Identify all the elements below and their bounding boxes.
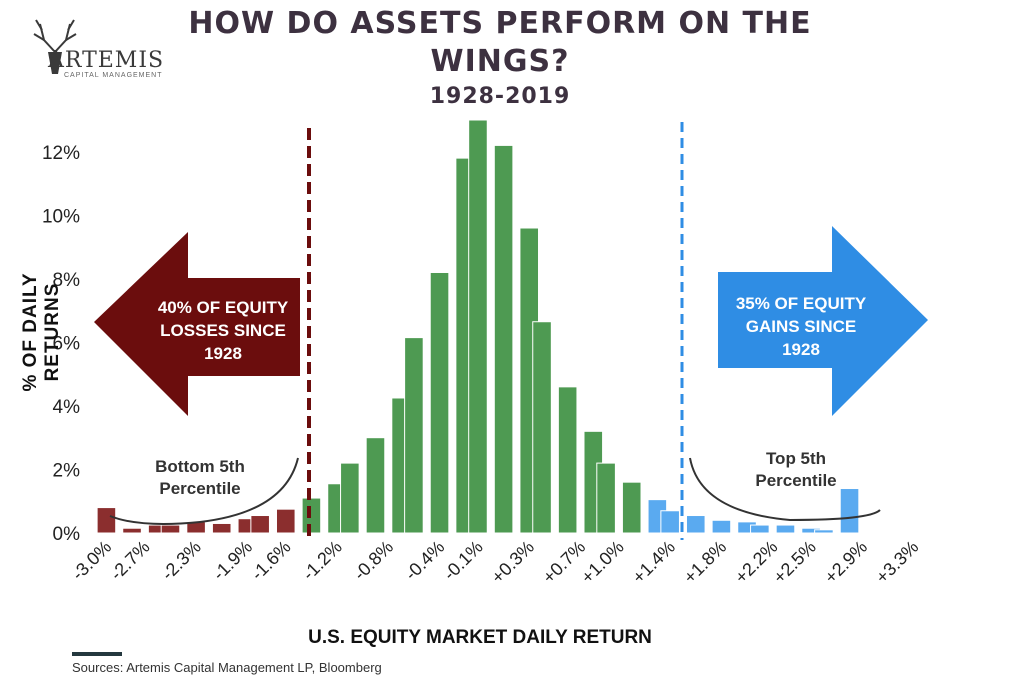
y-axis-label: % OF DAILY RETURNS — [20, 272, 63, 392]
right-arrow-line3: 1928 — [782, 340, 820, 359]
x-tick-label: -0.4% — [401, 537, 448, 584]
x-tick-label: +2.5% — [769, 537, 820, 588]
x-tick-label: -2.7% — [106, 537, 153, 584]
bottom-percentile-bracket — [109, 457, 299, 525]
histogram-bar — [122, 527, 142, 534]
left-arrow-line2: LOSSES SINCE — [160, 321, 286, 340]
x-tick-label: -1.9% — [209, 537, 256, 584]
y-tick-label: 8% — [53, 270, 81, 291]
histogram-bar — [532, 321, 552, 534]
x-tick-label: +0.7% — [539, 537, 590, 588]
x-tick-label: -1.2% — [298, 537, 345, 584]
histogram-bar — [96, 507, 117, 534]
x-tick-label: -0.8% — [350, 537, 397, 584]
histogram-bar — [493, 144, 514, 534]
right-arrow-text: 35% OF EQUITY GAINS SINCE 1928 — [716, 292, 886, 361]
top-percentile-bracket — [689, 457, 881, 522]
top-percentile-note: Top 5th Percentile — [726, 448, 866, 492]
histogram-bar — [750, 524, 770, 534]
right-arrow-line1: 35% OF EQUITY — [735, 294, 867, 313]
x-tick-label: -2.3% — [158, 537, 205, 584]
logo-tagline: CAPITAL MANAGEMENT — [64, 72, 163, 79]
top-note-line2: Percentile — [755, 471, 837, 490]
histogram-bar — [365, 437, 386, 534]
bottom-note-line2: Percentile — [159, 479, 241, 498]
y-tick-label: 10% — [42, 206, 80, 227]
right-arrow-shape — [718, 226, 928, 416]
x-tick-label: -0.1% — [439, 537, 486, 584]
histogram-bar — [814, 529, 834, 534]
y-tick-label: 12% — [42, 143, 80, 164]
chart-subtitle: 1928-2019 — [429, 84, 571, 109]
histogram-bar — [250, 515, 270, 534]
x-tick-label: +3.3% — [872, 537, 923, 588]
right-arrow-line2: GAINS SINCE — [745, 317, 857, 336]
histogram-bar — [340, 462, 360, 534]
histogram-bar — [211, 522, 232, 534]
histogram-bar — [557, 386, 578, 534]
histogram-bar — [711, 519, 732, 534]
x-tick-label: +0.3% — [487, 537, 538, 588]
histogram-bar — [404, 337, 424, 534]
x-tick-label: -1.6% — [247, 537, 294, 584]
histogram-bar — [468, 119, 488, 534]
histogram-bar — [160, 524, 181, 534]
histogram-bar — [429, 271, 450, 534]
bottom-note-line1: Bottom 5th — [155, 457, 245, 476]
y-tick-label: 6% — [53, 333, 81, 354]
left-arrow-text: 40% OF EQUITY LOSSES SINCE 1928 — [138, 296, 308, 365]
x-axis-label: U.S. EQUITY MARKET DAILY RETURN — [308, 627, 652, 648]
histogram-bar — [596, 462, 616, 534]
left-arrow-line3: 1928 — [204, 344, 242, 363]
y-tick-label: 0% — [53, 524, 81, 545]
left-arrow-shape — [94, 232, 300, 416]
x-tick-label: +1.8% — [680, 537, 731, 588]
histogram-bar — [275, 508, 296, 534]
histogram-bar — [301, 497, 322, 534]
x-tick-label: +1.0% — [577, 537, 628, 588]
x-tick-label: +2.9% — [821, 537, 872, 588]
histogram-bar — [839, 488, 860, 534]
x-tick-label: +1.4% — [628, 537, 679, 588]
left-arrow-line1: 40% OF EQUITY — [157, 298, 289, 317]
chart-title-line2: WINGS? — [430, 44, 570, 79]
source-divider — [72, 652, 122, 656]
stag-antlers-icon — [33, 19, 77, 74]
histogram-bar — [660, 510, 680, 534]
source-note: Sources: Artemis Capital Management LP, … — [72, 660, 382, 675]
histogram-bar — [621, 481, 642, 534]
y-tick-label: 4% — [53, 397, 81, 418]
bottom-percentile-note: Bottom 5th Percentile — [130, 456, 270, 500]
y-tick-label: 2% — [53, 460, 81, 481]
histogram-bar — [685, 515, 706, 534]
histogram-bar — [775, 524, 796, 534]
top-note-line1: Top 5th — [765, 449, 827, 468]
x-tick-label: +2.2% — [731, 537, 782, 588]
logo-name: ARTEMIS — [48, 48, 165, 73]
chart-title-line1: HOW DO ASSETS PERFORM ON THE — [188, 6, 812, 41]
